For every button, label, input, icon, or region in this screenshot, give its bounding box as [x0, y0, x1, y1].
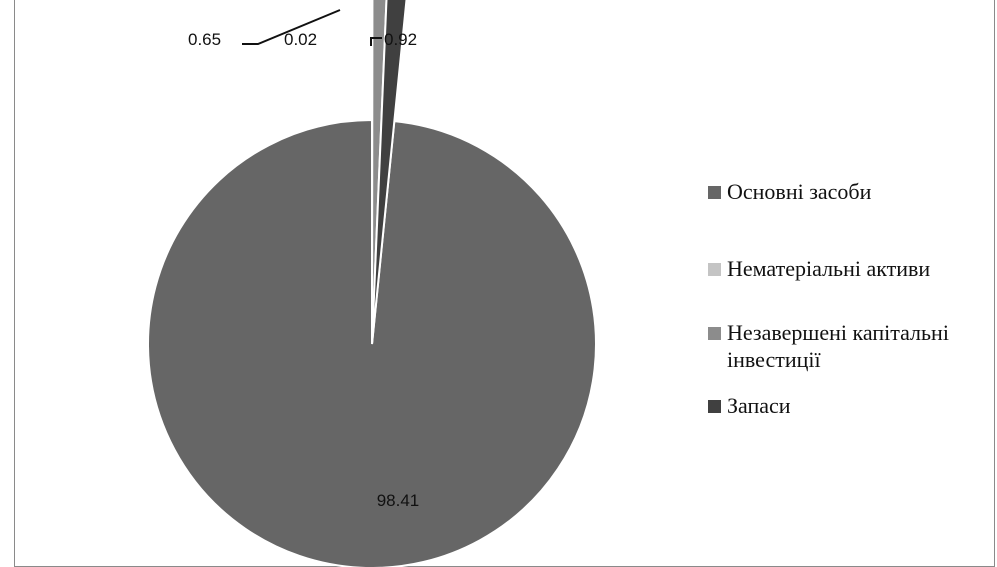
legend-swatch-capital-investments — [708, 327, 721, 340]
pie-slice-fixed-assets — [147, 118, 597, 567]
data-label-capital-investments: 0.65 — [188, 30, 221, 49]
legend-item-fixed-assets: Основні засоби — [708, 178, 871, 205]
legend-swatch-fixed-assets — [708, 186, 721, 199]
legend-label-inventories: Запаси — [727, 393, 791, 418]
pie-slice-capital-investments — [371, 0, 388, 345]
leader-line-capital-investments — [242, 9, 341, 45]
legend-item-capital-investments: Незавершені капітальні інвестиції — [708, 319, 978, 373]
legend-label-fixed-assets: Основні засоби — [727, 179, 872, 204]
leader-line-inventories — [370, 37, 382, 46]
legend-label-intangible-assets: Нематеріальні активи — [727, 256, 931, 281]
legend-item-intangible-assets: Нематеріальні активи — [708, 255, 930, 282]
leader-lines — [242, 9, 382, 46]
legend-swatch-intangible-assets — [708, 263, 721, 276]
data-label-intangible-assets: 0.02 — [284, 30, 317, 49]
data-labels: 98.41 0.65 0.02 0.92 — [188, 30, 419, 510]
legend-item-inventories: Запаси — [708, 392, 791, 419]
pie-slices — [147, 0, 597, 567]
data-label-inventories: 0.92 — [384, 30, 417, 49]
legend-swatch-inventories — [708, 400, 721, 413]
legend-label-capital-investments: Незавершені капітальні інвестиції — [727, 320, 949, 372]
pie-slice-inventories — [371, 0, 408, 345]
data-label-fixed-assets: 98.41 — [377, 491, 420, 510]
